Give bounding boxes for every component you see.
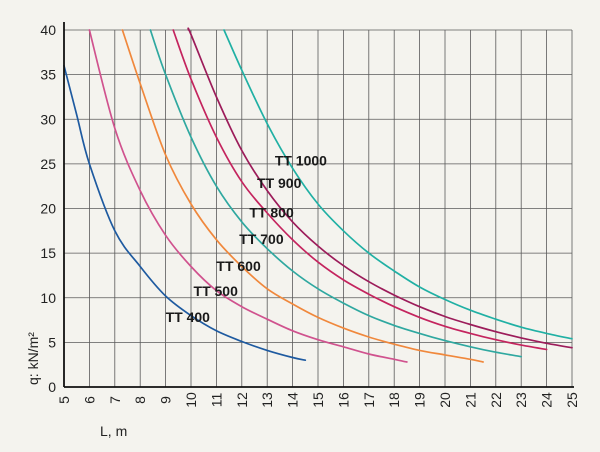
x-tick-label: 10 — [183, 392, 199, 408]
y-tick-label: 25 — [40, 156, 56, 172]
x-tick-label: 19 — [412, 392, 428, 408]
x-tick-label: 7 — [107, 396, 123, 404]
x-tick-label: 5 — [56, 396, 72, 404]
y-tick-label: 35 — [40, 67, 56, 83]
y-tick-labels: 0 5 10 15 20 25 30 35 40 — [40, 22, 56, 395]
axes — [63, 22, 574, 388]
series-label-tt-400: TT 400 — [166, 309, 211, 325]
series-label-tt-500: TT 500 — [194, 283, 239, 299]
x-axis-label: L, m — [100, 423, 127, 439]
series-curves — [63, 27, 573, 363]
x-tick-label: 21 — [462, 392, 478, 408]
y-tick-label: 10 — [40, 290, 56, 306]
y-tick-label: 20 — [40, 201, 56, 217]
y-tick-label: 5 — [48, 334, 56, 350]
series-line-tt-500 — [88, 29, 408, 363]
x-tick-label: 25 — [564, 392, 580, 408]
series-label-tt-800: TT 800 — [249, 204, 294, 220]
series-line-tt-900 — [187, 27, 573, 349]
series-labels: TT 400 TT 500 TT 600 TT 700 TT 800 TT 900 TT 1… — [166, 153, 328, 325]
x-tick-label: 14 — [285, 392, 301, 408]
x-tick-label: 9 — [158, 396, 174, 404]
series-label-tt-700: TT 700 — [239, 231, 284, 247]
x-tick-label: 22 — [488, 392, 504, 408]
x-tick-label: 17 — [361, 392, 377, 408]
y-axis-label: q: kN/m² — [25, 332, 41, 385]
x-tick-label: 23 — [513, 392, 529, 408]
y-tick-label: 40 — [40, 22, 56, 38]
x-tick-label: 6 — [81, 396, 97, 404]
series-line-tt-1000 — [223, 29, 573, 340]
y-tick-label: 30 — [40, 111, 56, 127]
x-tick-labels: 5 6 7 8 9 10 11 12 13 14 15 16 17 18 19 20 21 22 23 24 25 — [56, 392, 580, 408]
x-tick-label: 12 — [234, 392, 250, 408]
x-tick-label: 24 — [539, 392, 555, 408]
x-tick-label: 16 — [335, 392, 351, 408]
x-tick-label: 18 — [386, 392, 402, 408]
series-label-tt-1000: TT 1000 — [275, 153, 327, 169]
y-tick-label: 15 — [40, 245, 56, 261]
y-tick-label: 0 — [48, 379, 56, 395]
series-label-tt-600: TT 600 — [216, 258, 261, 274]
x-tick-label: 13 — [259, 392, 275, 408]
x-tick-label: 20 — [437, 392, 453, 408]
x-tick-label: 8 — [132, 396, 148, 404]
series-label-tt-900: TT 900 — [257, 175, 302, 191]
series-line-tt-700 — [149, 29, 523, 358]
x-tick-label: 15 — [310, 392, 326, 408]
x-tick-label: 11 — [208, 393, 224, 408]
series-line-tt-800 — [172, 29, 548, 351]
series-line-tt-400 — [63, 64, 307, 362]
series-line-tt-600 — [121, 29, 484, 363]
